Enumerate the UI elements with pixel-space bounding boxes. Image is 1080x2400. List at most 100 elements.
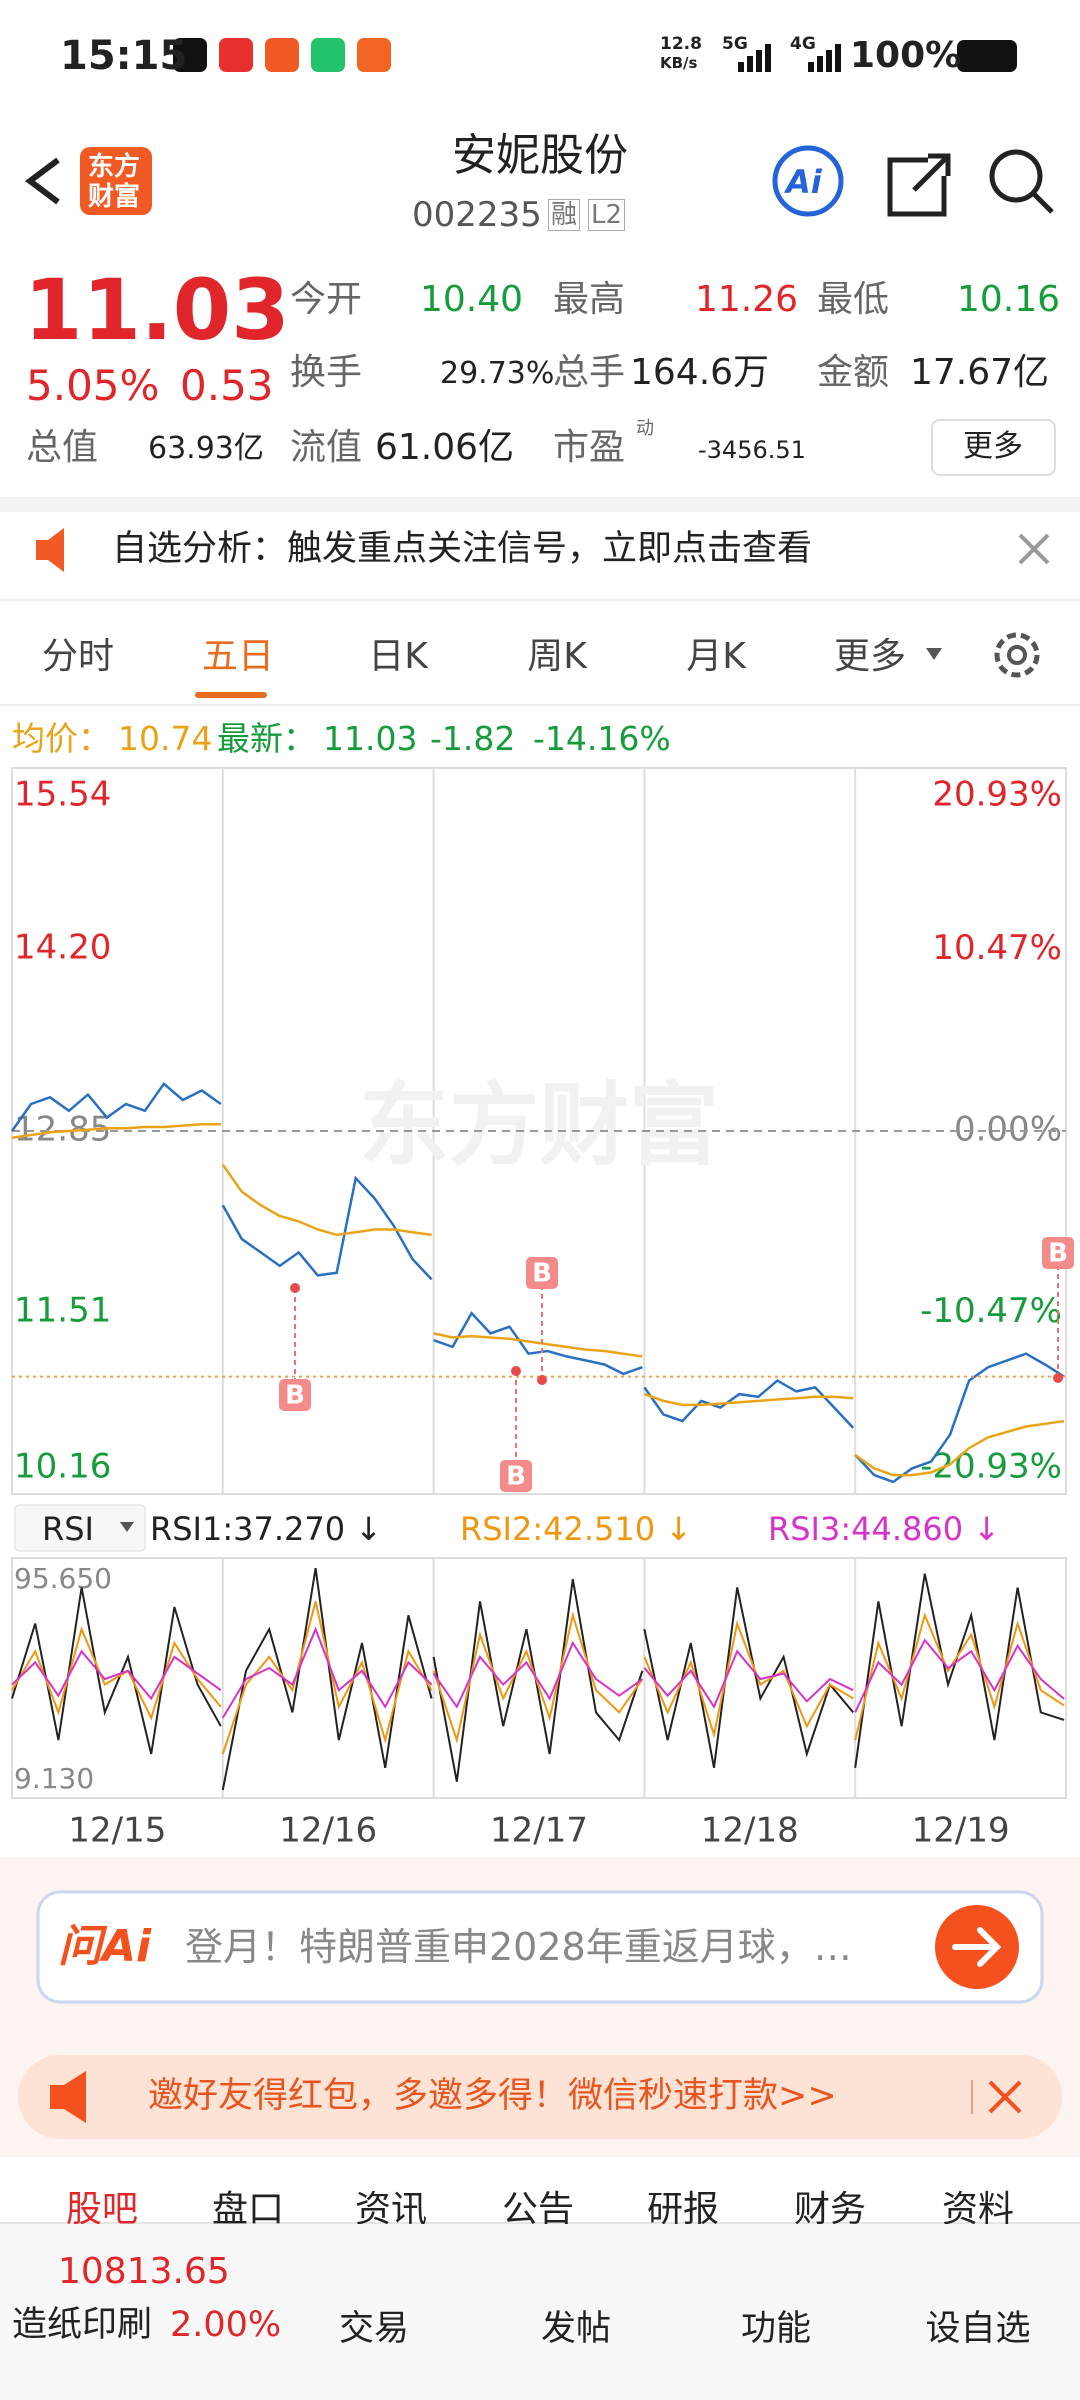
ai-label[interactable]: Ai: [786, 163, 822, 201]
net-unit: KB/s: [660, 54, 698, 72]
y-tick-label: 11.51: [14, 1290, 111, 1330]
series-line: [221, 1626, 433, 1719]
series-line: [854, 1573, 1065, 1768]
y2-tick-label: -10.47%: [920, 1291, 1062, 1331]
ai-search-box[interactable]: [36, 1890, 1044, 2004]
separator: [0, 497, 1080, 512]
signal-badge: [1042, 1237, 1074, 1269]
avg-label: 均价：: [12, 719, 111, 758]
sector-name[interactable]: 造纸印刷: [12, 2305, 153, 2345]
sub-tab[interactable]: 资料: [941, 2189, 1015, 2230]
series-line: [643, 1379, 855, 1429]
series-line: [10, 1081, 222, 1132]
tab[interactable]: 日K: [368, 636, 428, 677]
speaker-icon: [36, 528, 64, 572]
sub-tab[interactable]: 研报: [646, 2189, 720, 2230]
indicator-select[interactable]: [14, 1504, 146, 1552]
series-line: [11, 1123, 221, 1139]
more-button[interactable]: [931, 419, 1056, 476]
nav-item[interactable]: 功能: [740, 2309, 812, 2349]
search-icon[interactable]: [989, 149, 1043, 203]
x-tick-label: 12/17: [490, 1811, 588, 1851]
battery-level: 100%: [850, 35, 962, 76]
settings-icon[interactable]: [994, 632, 1040, 678]
index-value[interactable]: 10813.65: [58, 2251, 230, 2292]
signal-label: B: [532, 1259, 552, 1289]
sim-label: 5G: [722, 34, 748, 54]
signal-dot: [1053, 1373, 1063, 1383]
x-tick-label: 12/16: [279, 1811, 377, 1851]
series-line: [432, 1640, 643, 1709]
signal-label: B: [285, 1381, 305, 1411]
app-icon: [173, 38, 207, 72]
change-pct: -14.16%: [533, 719, 671, 758]
search-placeholder[interactable]: 登月！特朗普重申2028年重返月球，…: [185, 1925, 852, 1969]
sim-label: 4G: [790, 34, 816, 54]
latest-value: 11.03: [323, 719, 418, 758]
series-line: [643, 1620, 854, 1739]
series-line: [433, 1311, 643, 1376]
field-label: 金额: [817, 352, 890, 393]
clock: 15:15: [60, 33, 188, 79]
signal-dot: [511, 1366, 521, 1376]
series-line: [221, 1163, 432, 1237]
y-tick-label: 95.650: [14, 1562, 112, 1595]
series-line: [433, 1332, 643, 1358]
close-icon[interactable]: [988, 2080, 1022, 2114]
sub-tab[interactable]: 公告: [501, 2189, 575, 2230]
sub-tab[interactable]: 盘口: [211, 2189, 285, 2230]
field-value: 10.40: [420, 279, 524, 320]
sub-tab[interactable]: 股吧: [65, 2189, 139, 2230]
plot-frame: [11, 1557, 1067, 1799]
field-label: 最高: [553, 279, 626, 320]
logo-text: 财富: [88, 182, 141, 212]
megaphone-icon: [50, 2071, 86, 2123]
promo-bar[interactable]: [18, 2055, 1062, 2139]
sub-tab[interactable]: 资讯: [354, 2189, 428, 2230]
nav-item[interactable]: 交易: [338, 2309, 410, 2349]
series-line: [643, 1587, 854, 1768]
indicator-name[interactable]: RSI: [42, 1510, 94, 1548]
stock-code: 002235: [412, 195, 542, 235]
tab[interactable]: 分时: [41, 636, 115, 677]
tab[interactable]: 更多: [833, 636, 907, 677]
back-icon[interactable]: [25, 157, 60, 205]
legend-entry: RSI2:42.510 ↓: [460, 1510, 693, 1548]
more-label[interactable]: 更多: [963, 429, 1023, 464]
ai-button[interactable]: [772, 145, 844, 217]
series-line: [11, 1626, 222, 1721]
close-icon[interactable]: [1018, 533, 1050, 565]
app-icon: [219, 38, 253, 72]
series-line: [221, 1175, 433, 1281]
tag: 融: [548, 199, 581, 231]
tag[interactable]: L2: [588, 199, 626, 231]
field-value: 11.26: [695, 279, 799, 320]
promo-text[interactable]: 邀好友得红包，多邀多得！微信秒速打款>>: [148, 2076, 837, 2116]
series-line: [643, 1649, 854, 1709]
dropdown-icon: [120, 1522, 134, 1532]
y2-tick-label: 10.47%: [932, 928, 1062, 968]
notice-text[interactable]: 自选分析：触发重点关注信号，立即点击查看: [112, 529, 813, 569]
bottom-nav-cover: [0, 2224, 1080, 2400]
sub-tab[interactable]: 财务: [793, 2189, 867, 2230]
app-icon: [265, 38, 299, 72]
settings-icon: [1007, 645, 1027, 665]
logo-text: 东方: [88, 152, 141, 182]
series-line: [11, 1649, 222, 1701]
series-line: [221, 1601, 433, 1755]
change: 0.53: [180, 361, 274, 410]
y-tick-label: 10.16: [14, 1447, 111, 1487]
nav-item[interactable]: 发帖: [540, 2309, 612, 2349]
series-line: [643, 1392, 854, 1407]
signal-badge: [500, 1460, 532, 1492]
nav-item[interactable]: 设自选: [925, 2309, 1031, 2349]
stock-name: 安妮股份: [452, 130, 628, 181]
field-value: -3456.51: [698, 436, 806, 464]
tab-active[interactable]: 五日: [201, 636, 275, 677]
share-icon[interactable]: [887, 153, 951, 217]
tab[interactable]: 月K: [686, 636, 746, 677]
search-icon: [1032, 192, 1054, 214]
tab[interactable]: 周K: [527, 636, 587, 677]
series-line: [854, 1638, 1065, 1713]
